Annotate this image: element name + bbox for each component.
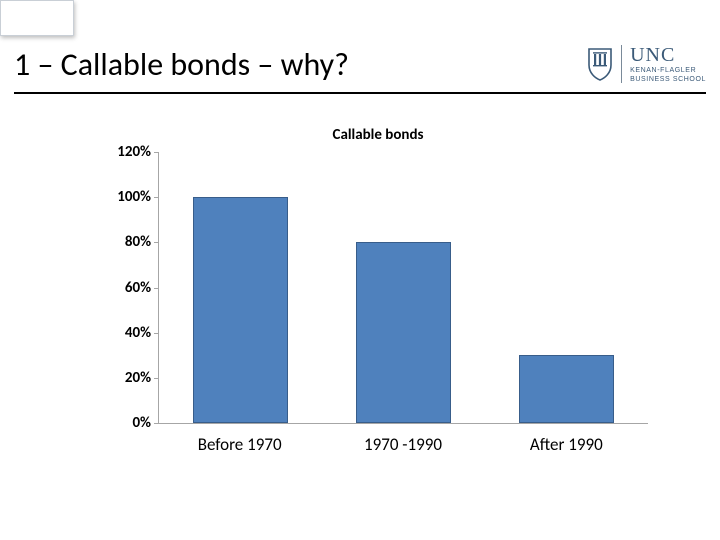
chart-bar xyxy=(519,355,614,423)
chart-ytick: 120% xyxy=(103,143,151,161)
logo-unc-text: UNC xyxy=(630,45,706,65)
chart-ytick: 20% xyxy=(103,369,151,387)
chart-plot-area: 0%20%40%60%80%100%120% xyxy=(158,152,648,424)
chart-bar xyxy=(193,197,288,423)
chart-ytick: 0% xyxy=(103,414,151,432)
chart-xlabel: Before 1970 xyxy=(158,430,321,460)
chart-ytick: 40% xyxy=(103,324,151,342)
chart-bar-slot xyxy=(322,152,485,423)
logo-line1: KENAN-FLAGLER xyxy=(630,67,706,74)
shield-icon xyxy=(587,47,613,81)
chart-bar-slot xyxy=(485,152,648,423)
chart-ytick: 100% xyxy=(103,188,151,206)
chart-xaxis-labels: Before 19701970 -1990After 1990 xyxy=(158,430,648,460)
logo-text-block: UNC KENAN-FLAGLER BUSINESS SCHOOL xyxy=(621,45,706,83)
unc-logo: UNC KENAN-FLAGLER BUSINESS SCHOOL xyxy=(587,45,706,83)
chart-xlabel: After 1990 xyxy=(485,430,648,460)
corner-decor-block xyxy=(0,0,74,36)
chart-title: Callable bonds xyxy=(98,126,658,144)
chart-ytick: 80% xyxy=(103,233,151,251)
chart-ytick: 60% xyxy=(103,279,151,297)
page-title: 1 – Callable bonds – why? xyxy=(14,45,349,84)
title-row: 1 – Callable bonds – why? UNC KENAN-FLAG… xyxy=(14,36,706,94)
chart-bar xyxy=(356,242,451,423)
chart-xlabel: 1970 -1990 xyxy=(321,430,484,460)
chart-bar-slot xyxy=(159,152,322,423)
logo-line2: BUSINESS SCHOOL xyxy=(630,76,706,83)
chart-container: Callable bonds 0%20%40%60%80%100%120% Be… xyxy=(98,120,658,460)
chart-bars-group xyxy=(159,152,648,423)
